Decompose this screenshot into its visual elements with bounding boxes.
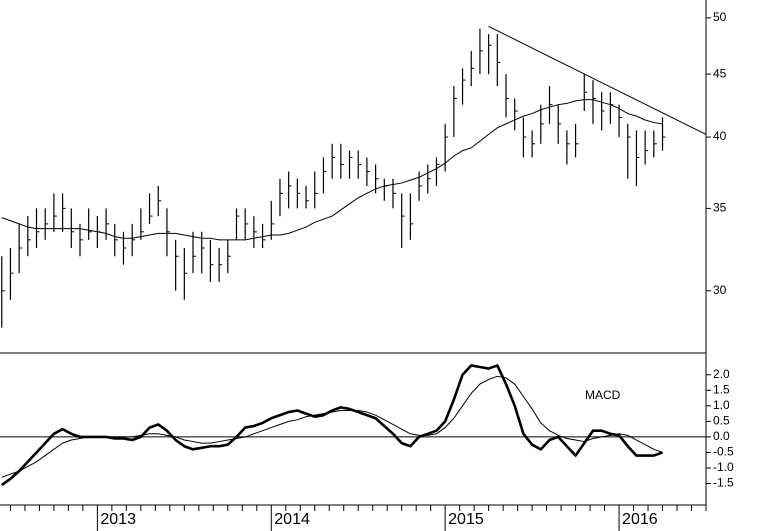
x-tick-label: 2016 <box>622 511 658 528</box>
macd-line <box>0 364 663 487</box>
x-tick-label: 2013 <box>100 511 136 528</box>
macd-label: MACD <box>585 388 621 402</box>
y-tick-label: 30 <box>713 283 727 297</box>
y-tick-label: -1.0 <box>713 460 734 474</box>
y-tick-label: 1.0 <box>713 398 730 412</box>
y-tick-label: 35 <box>713 201 727 215</box>
x-tick-label: 2015 <box>448 511 484 528</box>
y-tick-label: 50 <box>713 10 727 24</box>
trendline <box>488 26 707 135</box>
x-tick-label: 2014 <box>274 511 310 528</box>
y-tick-label: 1.5 <box>713 382 730 396</box>
y-tick-label: 2.0 <box>713 367 730 381</box>
y-tick-label: 0.5 <box>713 414 730 428</box>
macd-line <box>1 375 663 478</box>
y-tick-label: 40 <box>713 129 727 143</box>
moving-average <box>1 99 663 241</box>
y-tick-label: 45 <box>713 66 727 80</box>
y-tick-label: -0.5 <box>713 445 734 459</box>
y-tick-label: 0.0 <box>713 429 730 443</box>
y-tick-label: -1.5 <box>713 476 734 490</box>
